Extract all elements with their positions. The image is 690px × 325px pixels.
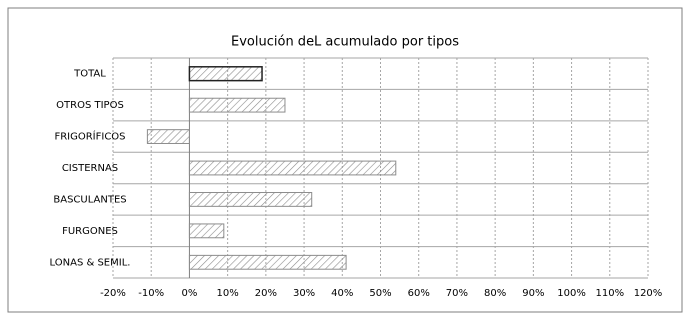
x-tick-label: 100%: [557, 288, 586, 299]
y-tick-label: FRIGORÍFICOS: [54, 130, 125, 143]
x-tick-label: 80%: [484, 288, 506, 299]
y-tick-label: TOTAL: [73, 69, 106, 80]
chart-title: Evolución deL acumulado por tipos: [231, 35, 459, 50]
x-tick-label: 50%: [369, 288, 391, 299]
bar: [188, 97, 286, 113]
x-tick-label: 30%: [293, 288, 315, 299]
x-tick-label: 110%: [595, 288, 624, 299]
bar: [188, 254, 347, 270]
x-tick-label: 70%: [446, 288, 468, 299]
bar: [188, 192, 313, 207]
bar: [188, 66, 263, 82]
bar: [146, 129, 190, 144]
x-tick-label: 60%: [408, 288, 430, 299]
x-tick-label: -10%: [138, 288, 164, 299]
y-tick-label: CISTERNAS: [62, 163, 118, 174]
y-tick-label: BASCULANTES: [53, 194, 126, 205]
x-tick-label: -20%: [100, 288, 126, 299]
y-tick-label: FURGONES: [62, 226, 118, 237]
x-tick-label: 40%: [331, 288, 353, 299]
bar: [188, 160, 397, 176]
x-tick-label: 120%: [634, 288, 663, 299]
y-tick-label: OTROS TIPOS: [56, 100, 124, 111]
x-tick-label: 0%: [181, 288, 197, 299]
x-tick-label: 10%: [217, 288, 239, 299]
y-tick-label: LONAS & SEMIL.: [50, 257, 131, 268]
bar: [188, 223, 225, 239]
x-tick-label: 90%: [522, 288, 544, 299]
x-tick-label: 20%: [255, 288, 277, 299]
